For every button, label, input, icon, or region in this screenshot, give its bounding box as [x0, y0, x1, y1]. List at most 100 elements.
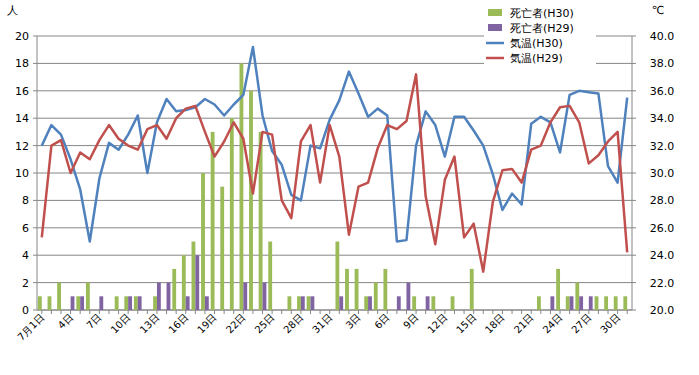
- legend-label: 死亡者(H29): [510, 22, 574, 35]
- legend-swatch: [486, 42, 504, 45]
- x-tick: [377, 310, 378, 314]
- x-tick: [70, 310, 71, 314]
- bar: [249, 91, 253, 310]
- bar: [301, 296, 305, 310]
- bar: [454, 310, 458, 311]
- x-tick: [368, 310, 369, 314]
- x-tick: [300, 310, 301, 314]
- x-tick: [502, 310, 503, 314]
- bar: [330, 310, 334, 311]
- y-tick-label: 20: [15, 30, 29, 43]
- bar: [195, 255, 199, 310]
- x-tick-label: 13日: [138, 312, 162, 336]
- x-tick: [233, 310, 234, 314]
- x-tick-label: 19日: [195, 312, 219, 336]
- bar: [268, 242, 272, 311]
- bar: [378, 310, 382, 311]
- x-tick: [195, 310, 196, 314]
- bar: [96, 310, 100, 311]
- y2-tick: [632, 200, 636, 201]
- bar: [253, 310, 257, 311]
- y2-tick: [632, 118, 636, 119]
- y-tick: [33, 145, 37, 146]
- bar: [119, 310, 123, 311]
- bar: [550, 296, 554, 310]
- x-tick: [348, 310, 349, 314]
- grid-line: [37, 90, 632, 91]
- bar: [182, 255, 186, 310]
- x-tick-label: 27日: [569, 312, 593, 336]
- y-tick: [33, 200, 37, 201]
- x-tick: [60, 310, 61, 314]
- y2-tick-label: 28.0: [650, 194, 675, 207]
- bar: [278, 310, 282, 311]
- y-tick: [33, 310, 37, 311]
- bar: [618, 310, 622, 311]
- bar: [383, 269, 387, 310]
- x-tick-label: 21日: [512, 312, 536, 336]
- bar: [412, 296, 416, 310]
- y-tick-label: 4: [22, 249, 29, 262]
- bar: [172, 269, 176, 310]
- y-tick: [33, 255, 37, 256]
- x-tick: [492, 310, 493, 314]
- y-axis-label: 人: [7, 4, 18, 17]
- x-tick-label: 12日: [425, 312, 449, 336]
- y-tick-label: 12: [15, 140, 29, 153]
- bar: [585, 310, 589, 311]
- x-tick: [89, 310, 90, 314]
- bar: [224, 310, 228, 311]
- bar: [406, 283, 410, 310]
- bar: [220, 187, 224, 310]
- x-tick: [108, 310, 109, 314]
- x-tick: [588, 310, 589, 314]
- bar: [243, 283, 247, 310]
- y2-tick-label: 34.0: [650, 112, 675, 125]
- bar: [167, 283, 171, 310]
- bar: [464, 310, 468, 311]
- y2-axis: [632, 36, 633, 310]
- x-tick: [128, 310, 129, 314]
- bar: [499, 310, 503, 311]
- bar: [441, 310, 445, 311]
- bar: [307, 296, 311, 310]
- x-tick: [560, 310, 561, 314]
- x-tick-label: 28日: [281, 312, 305, 336]
- x-tick-label: 3日: [344, 312, 363, 331]
- x-tick-label: 6日: [372, 312, 391, 331]
- bar: [201, 173, 205, 310]
- bar: [48, 296, 52, 310]
- y2-tick-label: 40.0: [650, 30, 675, 43]
- y2-tick: [632, 282, 636, 283]
- x-tick: [339, 310, 340, 314]
- y2-tick: [632, 145, 636, 146]
- x-tick: [464, 310, 465, 314]
- bar: [374, 283, 378, 310]
- x-tick: [99, 310, 100, 314]
- bar: [595, 296, 599, 310]
- x-tick: [627, 310, 628, 314]
- x-tick-label: 24日: [541, 312, 565, 336]
- bar: [422, 310, 426, 311]
- bar: [239, 63, 243, 310]
- x-tick: [185, 310, 186, 314]
- x-tick: [550, 310, 551, 314]
- bar: [435, 310, 439, 311]
- x-tick: [569, 310, 570, 314]
- y-tick-label: 2: [22, 277, 29, 290]
- x-tick: [51, 310, 52, 314]
- bar: [105, 310, 109, 311]
- bar: [608, 310, 612, 311]
- x-tick: [416, 310, 417, 314]
- bar: [234, 310, 238, 311]
- bar: [627, 310, 631, 311]
- x-tick: [358, 310, 359, 314]
- bar: [604, 296, 608, 310]
- x-tick: [310, 310, 311, 314]
- bar: [335, 242, 339, 311]
- y2-tick: [632, 63, 636, 64]
- y-tick-label: 14: [15, 112, 29, 125]
- x-tick: [531, 310, 532, 314]
- x-tick: [137, 310, 138, 314]
- x-tick: [473, 310, 474, 314]
